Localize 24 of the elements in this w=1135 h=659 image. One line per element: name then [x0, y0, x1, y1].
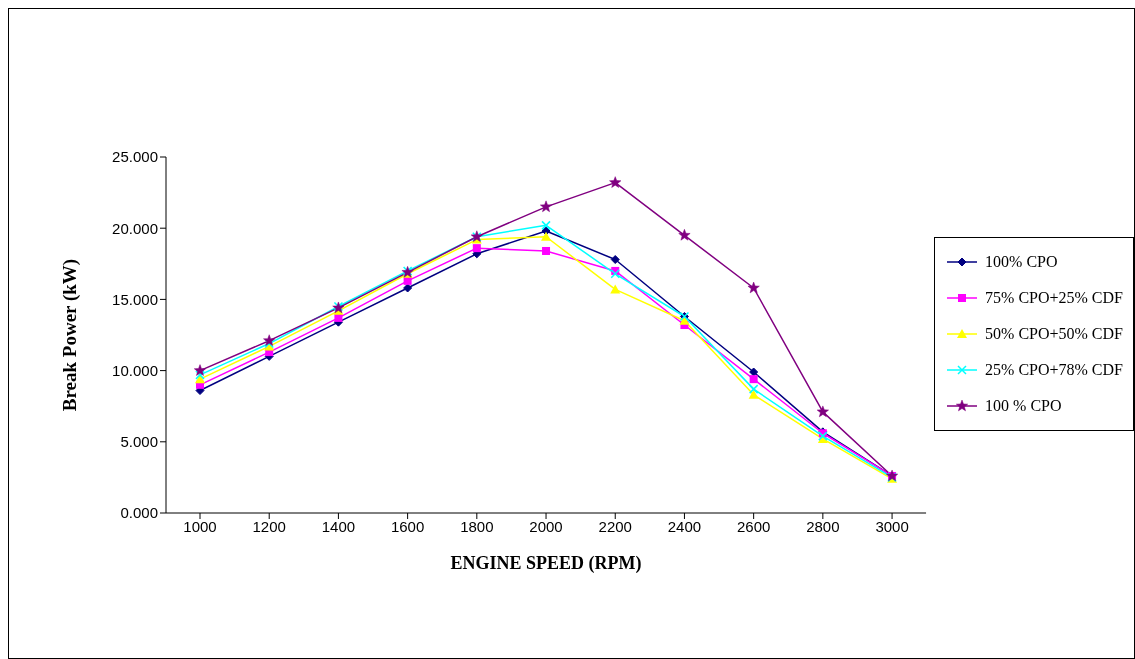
x-tick-label: 2400 [667, 517, 702, 535]
legend-label: 100 % CPO [985, 396, 1062, 415]
x-axis-title: ENGINE SPEED (RPM) [450, 553, 642, 574]
x-tick-label: 2800 [806, 517, 840, 535]
x-tick-label: 3000 [875, 517, 909, 535]
x-tick-label: 2200 [598, 517, 632, 535]
x-tick-label: 1600 [390, 517, 425, 535]
y-axis-title: Break Power (kW) [58, 258, 81, 412]
x-tick-label: 1200 [252, 517, 286, 535]
y-tick-label: 20.000 [112, 219, 158, 237]
y-tick-label: 15.000 [112, 290, 158, 308]
x-tick-label: 1400 [321, 517, 356, 535]
legend-label: 100% CPO [985, 252, 1058, 271]
legend-label: 75% CPO+25% CDF [985, 288, 1123, 307]
x-tick-label: 2000 [529, 517, 563, 535]
y-tick-label: 5.000 [120, 433, 158, 451]
legend-label: 25% CPO+78% CDF [985, 360, 1123, 379]
y-tick-label: 10.000 [112, 361, 158, 379]
x-tick-label: 2600 [736, 517, 771, 535]
x-tick-label: 1800 [460, 517, 494, 535]
y-tick-label: 0.000 [120, 504, 158, 522]
legend-label: 50% CPO+50% CDF [985, 324, 1123, 343]
y-tick-label: 25.000 [112, 148, 158, 166]
x-tick-label: 1000 [183, 517, 217, 535]
